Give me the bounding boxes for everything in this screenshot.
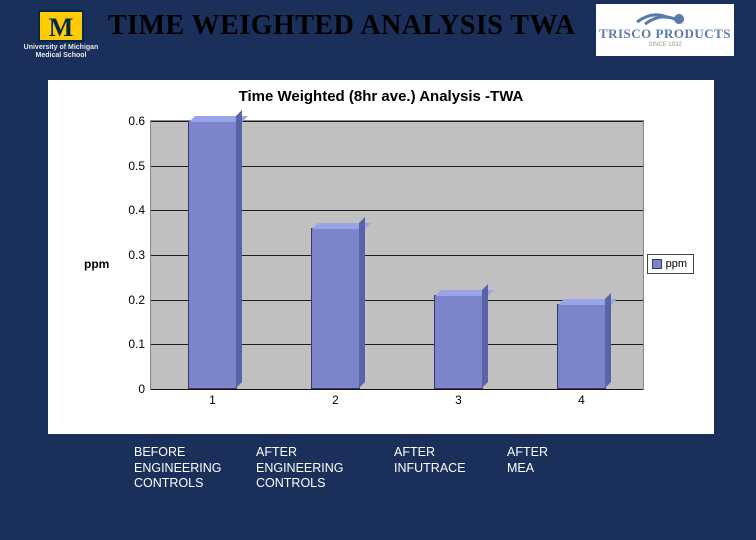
umich-text-1: University of Michigan [18, 44, 104, 52]
gridline [151, 389, 643, 390]
umich-logo: M University of Michigan Medical School [18, 10, 104, 59]
y-tick-label: 0.3 [128, 248, 145, 262]
x-tick-label: 3 [455, 393, 462, 407]
trisco-swoosh-icon [596, 8, 734, 26]
y-tick-label: 0.1 [128, 337, 145, 351]
legend-swatch-icon [652, 259, 662, 269]
y-tick-label: 0.6 [128, 114, 145, 128]
chart-title: Time Weighted (8hr ave.) Analysis -TWA [48, 80, 714, 105]
trisco-brand: TRISCO PRODUCTS [596, 26, 734, 42]
bar-captions-row: BEFORE ENGINEERING CONTROLSAFTER ENGINEE… [134, 445, 577, 492]
trisco-tagline: SINCE 1932 [596, 42, 734, 48]
bar [434, 295, 483, 389]
umich-text-2: Medical School [18, 52, 104, 60]
x-tick-label: 4 [578, 393, 585, 407]
legend-label: ppm [666, 258, 687, 270]
bar-caption: AFTER ENGINEERING CONTROLS [256, 445, 394, 492]
x-tick-label: 1 [209, 393, 216, 407]
y-tick-label: 0 [138, 382, 145, 396]
y-axis-label: ppm [84, 257, 109, 271]
y-tick-label: 0.5 [128, 159, 145, 173]
bar [557, 304, 606, 389]
umich-m-icon: M [38, 10, 84, 42]
chart-legend: ppm [647, 254, 694, 274]
x-tick-label: 2 [332, 393, 339, 407]
bar-caption: BEFORE ENGINEERING CONTROLS [134, 445, 256, 492]
bar [311, 228, 360, 389]
y-tick-label: 0.2 [128, 293, 145, 307]
bar-caption: AFTER MEA [507, 445, 577, 492]
trisco-logo: TRISCO PRODUCTS SINCE 1932 [596, 4, 734, 56]
slide-header: M University of Michigan Medical School … [0, 0, 756, 64]
plot-wrap: ppm 00.10.20.30.40.50.61234 ppm [84, 120, 704, 408]
bar [188, 121, 237, 389]
y-tick-label: 0.4 [128, 203, 145, 217]
chart-panel: Time Weighted (8hr ave.) Analysis -TWA p… [48, 80, 714, 434]
bar-caption: AFTER INFUTRACE [394, 445, 507, 492]
plot-area: 00.10.20.30.40.50.61234 [150, 120, 644, 390]
slide-title: TIME WEIGHTED ANALYSIS TWA [108, 10, 576, 42]
